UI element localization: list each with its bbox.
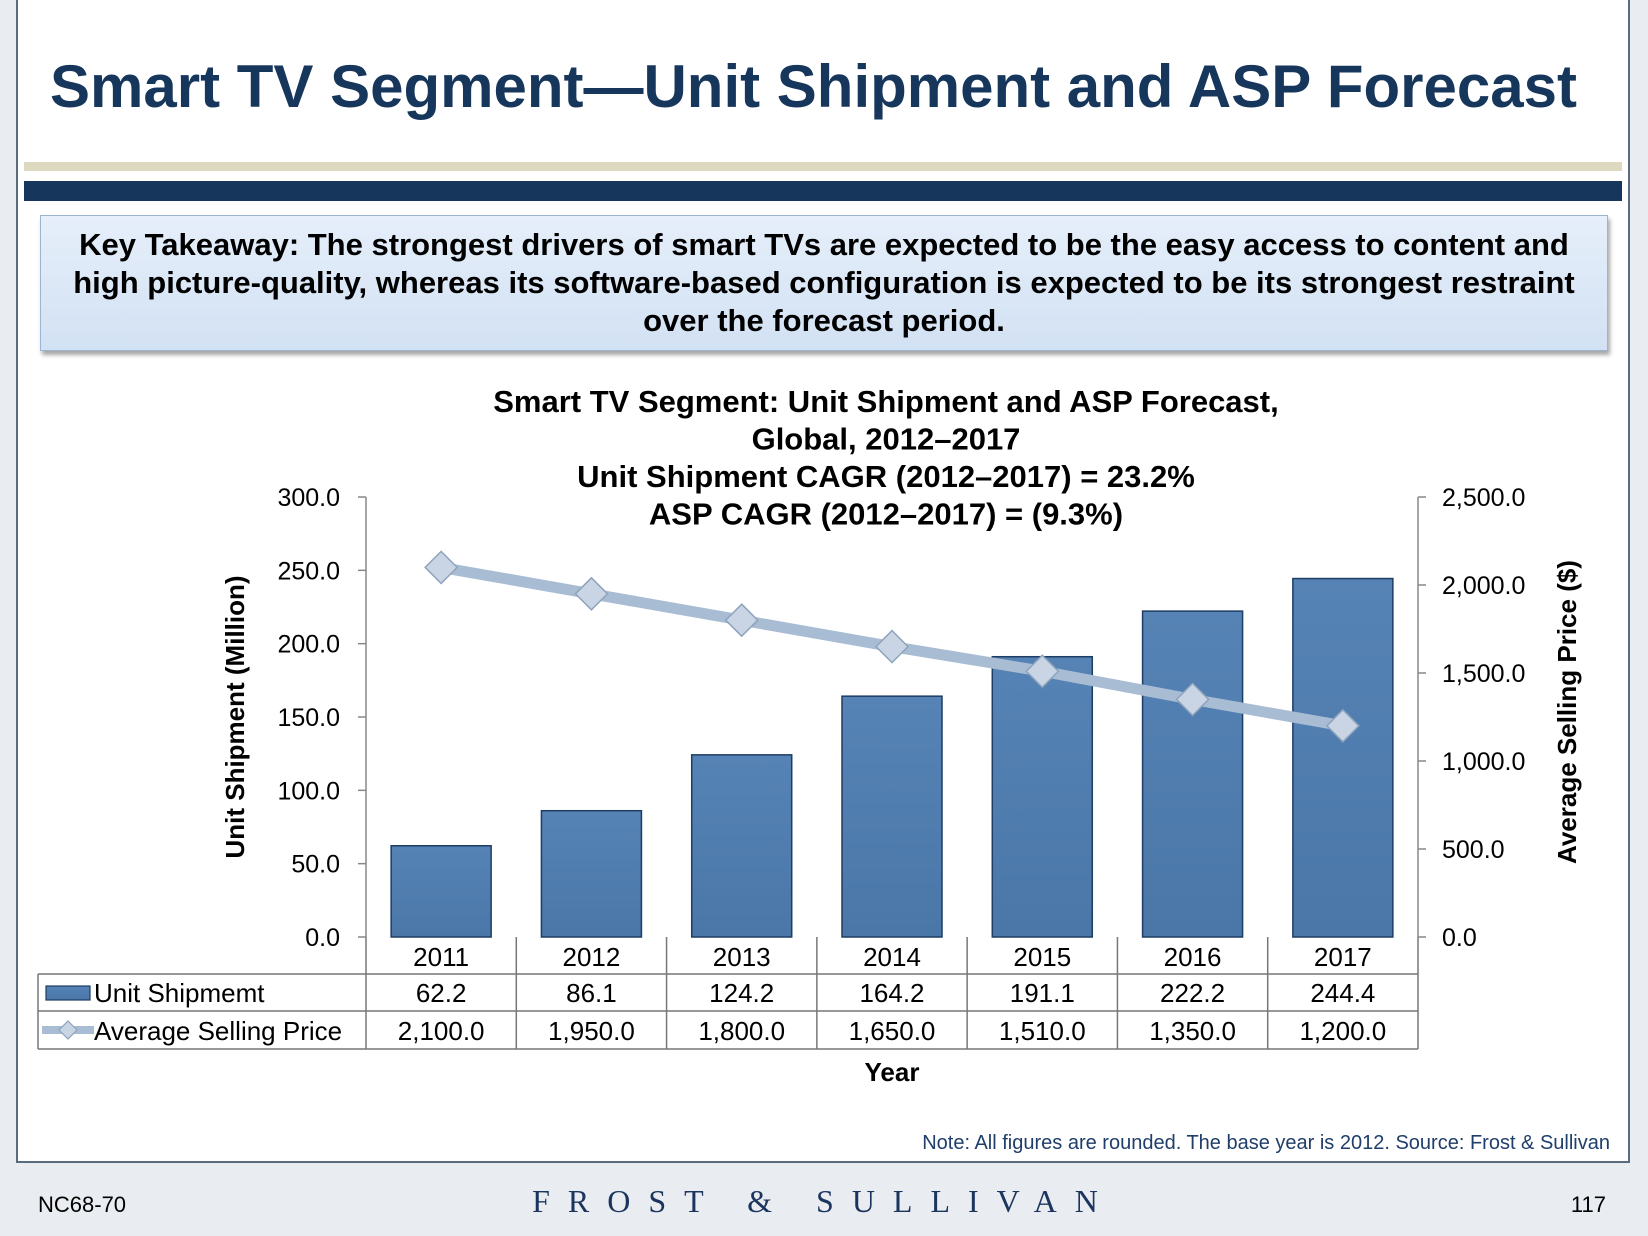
x-tick-label: 2013 — [713, 942, 771, 972]
table-cell-unit-shipment: 244.4 — [1310, 978, 1375, 1008]
left-tick-label: 100.0 — [277, 777, 340, 805]
left-tick-label: 50.0 — [291, 851, 340, 879]
title-divider-navy — [24, 181, 1622, 201]
key-takeaway-text: Key Takeaway: The strongest drivers of s… — [73, 227, 1575, 338]
asp-marker-2013 — [724, 603, 759, 638]
asp-marker-2012 — [574, 576, 609, 611]
left-tick-label: 200.0 — [277, 631, 340, 659]
y2-axis-title: Average Selling Price ($) — [1552, 560, 1582, 864]
bar-unit-shipment-2012 — [540, 809, 643, 938]
left-tick-label: 300.0 — [277, 484, 340, 512]
page-number: 117 — [1570, 1192, 1606, 1217]
chart-title-line-4: ASP CAGR (2012–2017) = (9.3%) — [649, 497, 1123, 532]
x-tick-label: 2015 — [1013, 942, 1071, 972]
table-cell-asp: 1,800.0 — [698, 1016, 785, 1046]
right-tick-label: 2,500.0 — [1442, 484, 1525, 512]
table-cell-asp: 1,200.0 — [1299, 1016, 1386, 1046]
bar-unit-shipment-2011 — [390, 845, 492, 938]
table-cell-asp: 1,650.0 — [849, 1016, 936, 1046]
table-cell-asp: 2,100.0 — [398, 1016, 485, 1046]
legend-key-asp-marker — [58, 1020, 78, 1040]
right-tick-label: 500.0 — [1442, 836, 1505, 864]
asp-marker-2015 — [1025, 654, 1060, 689]
x-tick-label: 2016 — [1164, 942, 1222, 972]
key-takeaway-box: Key Takeaway: The strongest drivers of s… — [40, 215, 1608, 351]
legend-label-unit-shipment: Unit Shipmemt — [94, 978, 265, 1008]
bar-unit-shipment-2014 — [841, 695, 943, 938]
asp-marker-2016 — [1175, 682, 1210, 717]
x-axis-title: Year — [865, 1057, 920, 1087]
table-cell-asp: 1,950.0 — [548, 1016, 635, 1046]
x-tick-label: 2012 — [563, 942, 621, 972]
right-tick-label: 1,000.0 — [1442, 748, 1525, 776]
table-cell-unit-shipment: 191.1 — [1010, 978, 1075, 1008]
chart-title-line-1: Smart TV Segment: Unit Shipment and ASP … — [493, 384, 1278, 419]
chart-title-line-3: Unit Shipment CAGR (2012–2017) = 23.2% — [577, 459, 1195, 494]
right-tick-label: 2,000.0 — [1442, 572, 1525, 600]
legend-key-unit-shipment — [45, 985, 91, 1001]
left-tick-label: 0.0 — [305, 924, 340, 952]
document-code: NC68-70 — [38, 1192, 127, 1217]
x-tick-label: 2014 — [863, 942, 921, 972]
table-cell-unit-shipment: 62.2 — [416, 978, 467, 1008]
left-tick-label: 250.0 — [277, 557, 340, 585]
x-tick-label: 2017 — [1314, 942, 1372, 972]
legend-label-asp: Average Selling Price — [94, 1016, 342, 1046]
bar-unit-shipment-2015 — [991, 655, 1094, 938]
left-tick-label: 150.0 — [277, 704, 340, 732]
y-axis-title: Unit Shipment (Million) — [220, 575, 250, 858]
source-note: Note: All figures are rounded. The base … — [922, 1132, 1610, 1154]
right-tick-label: 0.0 — [1442, 924, 1477, 952]
right-tick-label: 1,500.0 — [1442, 660, 1525, 688]
table-cell-asp: 1,350.0 — [1149, 1016, 1236, 1046]
page-title: Smart TV Segment—Unit Shipment and ASP F… — [50, 53, 1577, 120]
table-cell-unit-shipment: 124.2 — [709, 978, 774, 1008]
company-logo: FROST & SULLIVAN — [532, 1183, 1116, 1219]
table-cell-asp: 1,510.0 — [999, 1016, 1086, 1046]
bar-unit-shipment-2013 — [690, 754, 793, 938]
asp-marker-2014 — [874, 629, 910, 664]
bar-unit-shipment-2017 — [1292, 577, 1394, 938]
chart-title-line-2: Global, 2012–2017 — [752, 422, 1021, 457]
asp-marker-2017 — [1325, 708, 1360, 743]
table-cell-unit-shipment: 86.1 — [566, 978, 617, 1008]
bar-unit-shipment-2016 — [1141, 610, 1244, 938]
title-divider-tan — [24, 162, 1622, 171]
table-cell-unit-shipment: 222.2 — [1160, 978, 1225, 1008]
table-cell-unit-shipment: 164.2 — [859, 978, 924, 1008]
asp-marker-2011 — [424, 550, 459, 585]
x-tick-label: 2011 — [413, 942, 469, 972]
